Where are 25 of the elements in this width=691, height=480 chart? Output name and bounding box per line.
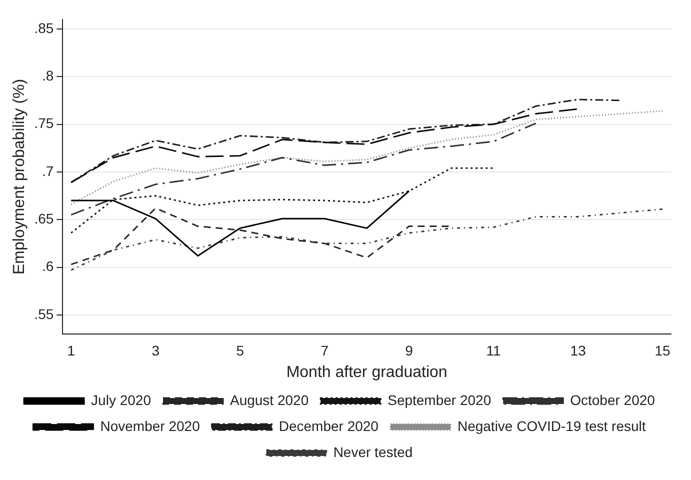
x-axis-title: Month after graduation <box>286 364 448 381</box>
y-tick-label: .85 <box>34 20 54 36</box>
legend-label: November 2020 <box>100 418 200 434</box>
x-tick-label: 5 <box>236 342 244 358</box>
legend-label: October 2020 <box>570 392 656 408</box>
y-tick-label: .65 <box>34 210 54 226</box>
x-tick-label: 13 <box>570 342 586 358</box>
legend-label: August 2020 <box>230 392 309 408</box>
y-tick-label: .55 <box>34 306 54 322</box>
legend-label: September 2020 <box>388 392 492 408</box>
legend-label: Never tested <box>333 444 413 460</box>
y-tick-label: .7 <box>42 162 54 179</box>
y-tick-label: .6 <box>42 258 54 274</box>
legend-label: July 2020 <box>91 392 152 408</box>
x-tick-label: 11 <box>486 342 502 358</box>
y-axis-title: Employment probability (%) <box>11 78 28 275</box>
x-tick-label: 1 <box>67 342 76 358</box>
y-tick-label: .8 <box>42 67 54 84</box>
x-tick-label: 15 <box>654 342 671 358</box>
y-tick-label: .75 <box>34 115 54 132</box>
legend-label: Negative COVID-19 test result <box>457 418 646 434</box>
x-tick-label: 7 <box>320 342 329 358</box>
legend-label: December 2020 <box>278 418 379 434</box>
x-tick-label: 3 <box>152 342 160 358</box>
x-tick-label: 9 <box>405 342 414 358</box>
